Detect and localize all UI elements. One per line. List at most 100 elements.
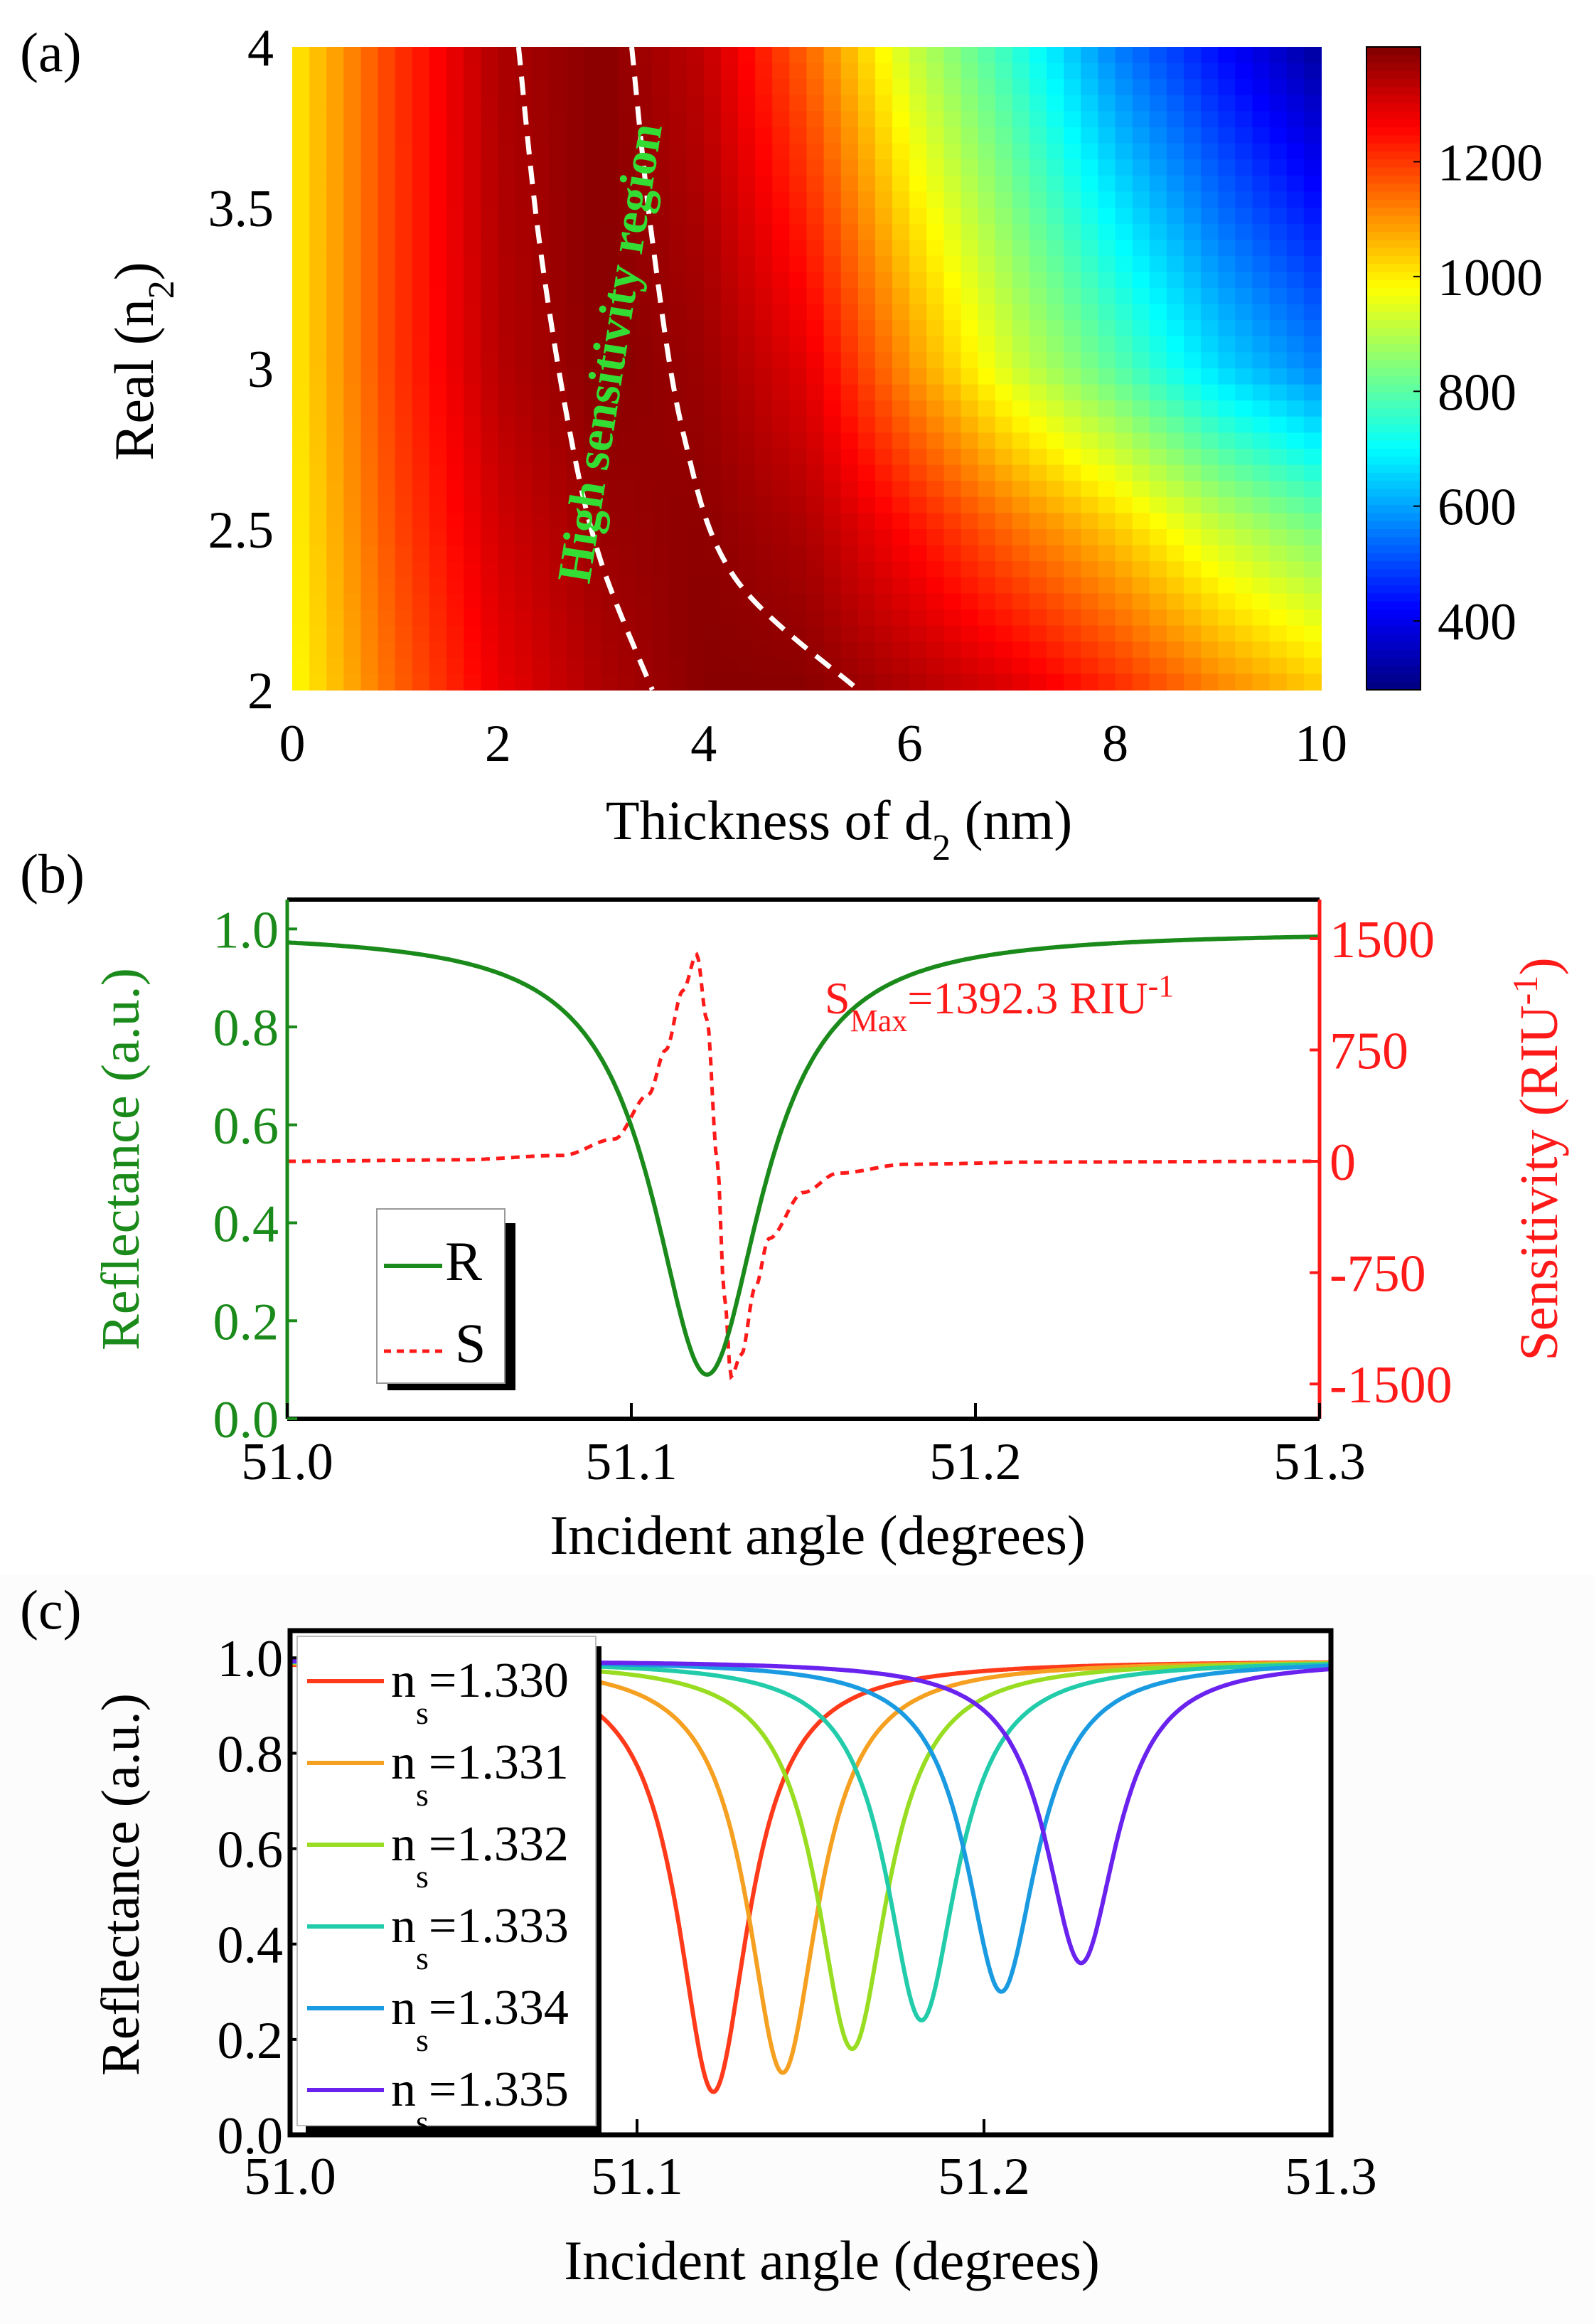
heatmap-cell — [532, 320, 550, 337]
heatmap-cell — [738, 336, 756, 353]
heatmap-cell — [1252, 127, 1271, 144]
heatmap-cell — [481, 288, 499, 305]
heatmap-cell — [481, 304, 499, 321]
heatmap-cell — [549, 159, 567, 176]
heatmap-cell — [892, 400, 911, 417]
heatmap-cell — [789, 127, 808, 144]
heatmap-cell — [755, 320, 774, 337]
heatmap-cell — [1098, 63, 1116, 80]
heatmap-cell — [840, 481, 859, 498]
heatmap-cell — [755, 449, 774, 466]
heatmap-cell — [926, 368, 945, 385]
heatmap-cell — [703, 223, 722, 241]
heatmap-cell — [1081, 577, 1099, 595]
heatmap-cell — [1269, 47, 1288, 64]
heatmap-cell — [909, 95, 928, 112]
heatmap-cell — [720, 416, 739, 434]
heatmap-cell — [755, 529, 774, 546]
heatmap-cell — [601, 496, 619, 514]
heatmap-cell — [1252, 63, 1271, 80]
heatmap-cell — [292, 191, 311, 208]
heatmap-cell — [618, 255, 636, 273]
heatmap-cell — [635, 481, 653, 498]
heatmap-cell — [429, 513, 448, 530]
heatmap-cell — [995, 577, 1013, 595]
heatmap-cell — [412, 400, 430, 417]
heatmap-cell — [1115, 593, 1133, 610]
heatmap-cell — [789, 320, 808, 337]
heatmap-cell — [1201, 47, 1219, 64]
heatmap-cell — [1132, 288, 1150, 305]
heatmap-cell — [720, 368, 739, 385]
heatmap-cell — [1166, 464, 1185, 482]
heatmap-cell — [1286, 47, 1305, 64]
heatmap-cell — [446, 416, 465, 434]
heatmap-cell — [703, 143, 722, 161]
heatmap-cell — [926, 47, 945, 64]
heatmap-cell — [1166, 384, 1185, 402]
heatmap-cell — [412, 111, 430, 128]
heatmap-cell — [669, 159, 688, 176]
heatmap-cell — [874, 175, 894, 193]
heatmap-cell — [652, 432, 670, 449]
heatmap-cell — [1029, 496, 1048, 514]
heatmap-cell — [806, 609, 825, 627]
heatmap-cell — [1098, 159, 1116, 176]
heatmap-cell — [686, 368, 705, 385]
heatmap-cell — [532, 95, 550, 112]
heatmap-cell — [874, 79, 894, 96]
heatmap-cell — [926, 208, 945, 225]
heatmap-cell — [498, 320, 516, 337]
heatmap-cell — [840, 223, 859, 241]
heatmap-cell — [583, 175, 602, 193]
heatmap-cell — [1047, 513, 1065, 530]
heatmap-cell — [481, 609, 499, 627]
heatmap-cell — [1149, 143, 1167, 161]
heatmap-cell — [1149, 352, 1167, 369]
heatmap-cell — [446, 625, 465, 643]
heatmap-cell — [292, 336, 311, 353]
heatmap-cell — [1286, 304, 1305, 321]
heatmap-cell — [566, 449, 584, 466]
heatmap-cell — [892, 95, 911, 112]
heatmap-cell — [343, 416, 362, 434]
heatmap-cell — [1012, 288, 1031, 305]
heatmap-cell — [309, 416, 328, 434]
heatmap-cell — [343, 336, 362, 353]
heatmap-cell — [1115, 240, 1133, 257]
heatmap-cell — [943, 223, 962, 241]
heatmap-cell — [532, 577, 550, 595]
heatmap-cell — [806, 561, 825, 578]
heatmap-cell — [1115, 127, 1133, 144]
heatmap-cell — [481, 481, 499, 498]
heatmap-cell — [601, 111, 619, 128]
heatmap-cell — [601, 79, 619, 96]
heatmap-cell — [1269, 657, 1288, 675]
heatmap-cell — [806, 368, 825, 385]
heatmap-cell — [1064, 593, 1082, 610]
heatmap-cell — [1012, 481, 1031, 498]
heatmap-cell — [652, 577, 670, 595]
heatmap-cell — [446, 304, 465, 321]
heatmap-cell — [840, 63, 859, 80]
heatmap-cell — [669, 657, 688, 675]
heatmap-cell — [635, 593, 653, 610]
heatmap-cell — [1184, 47, 1202, 64]
heatmap-cell — [1012, 143, 1031, 161]
heatmap-cell — [669, 191, 688, 208]
heatmap-cell — [343, 208, 362, 225]
heatmap-cell — [583, 400, 602, 417]
heatmap-cell — [943, 625, 962, 643]
heatmap-cell — [703, 272, 722, 289]
heatmap-cell — [1269, 175, 1288, 193]
heatmap-cell — [1286, 496, 1305, 514]
heatmap-cell — [1286, 464, 1305, 482]
colorbar-cell — [1366, 513, 1421, 522]
heatmap-cell — [978, 159, 996, 176]
heatmap-cell — [874, 529, 894, 546]
heatmap-cell — [978, 609, 996, 627]
heatmap-cell — [1029, 464, 1048, 482]
colorbar-cell — [1366, 408, 1421, 417]
heatmap-cell — [464, 593, 482, 610]
heatmap-cell — [772, 449, 791, 466]
